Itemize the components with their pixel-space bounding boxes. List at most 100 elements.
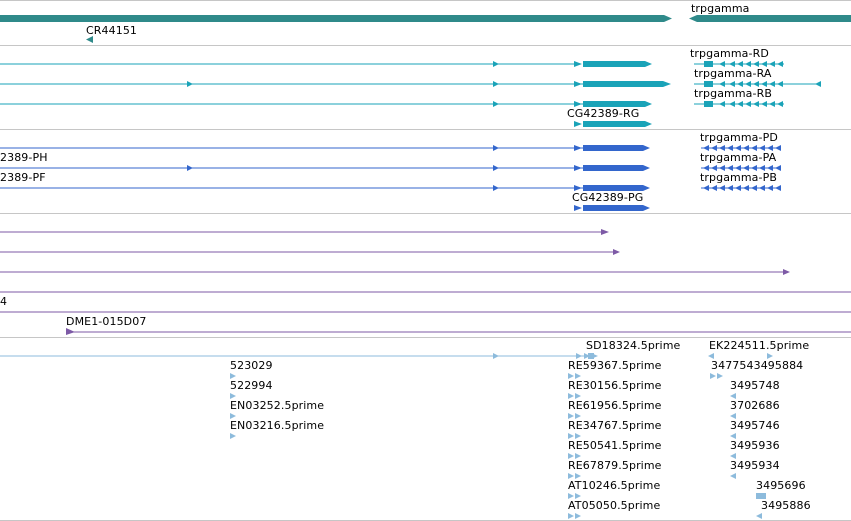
track-separator bbox=[0, 213, 851, 214]
protein-pg-exon[interactable] bbox=[574, 205, 582, 211]
transcript-label-rb[interactable]: trpgamma-RB bbox=[694, 87, 772, 100]
est-arrow bbox=[730, 413, 736, 419]
transcript-exon-cds[interactable] bbox=[583, 61, 645, 67]
transcript-rd-exons[interactable] bbox=[704, 61, 783, 67]
exon-small bbox=[574, 81, 582, 87]
intron-arrow bbox=[493, 165, 499, 171]
protein-pa-exons[interactable] bbox=[703, 165, 781, 171]
est-arrow bbox=[568, 393, 574, 399]
gene-label-trpgamma[interactable]: trpgamma bbox=[691, 2, 750, 15]
protein-exon-cds[interactable] bbox=[583, 145, 643, 151]
exon-arrow bbox=[643, 205, 650, 211]
est-label-3495696[interactable]: 3495696 bbox=[756, 479, 806, 492]
est-arrow bbox=[230, 413, 236, 419]
est-label-re30156[interactable]: RE30156.5prime bbox=[568, 379, 662, 392]
purple-track bbox=[0, 229, 851, 335]
est-label-re50541[interactable]: RE50541.5prime bbox=[568, 439, 662, 452]
est-label-re34767[interactable]: RE34767.5prime bbox=[568, 419, 662, 432]
est-arrow bbox=[575, 453, 581, 459]
exon-small bbox=[574, 101, 582, 107]
est-arrow bbox=[730, 453, 736, 459]
transcript-exon-cds[interactable] bbox=[583, 81, 663, 87]
gene-feature-left[interactable] bbox=[0, 15, 664, 22]
gene-track bbox=[0, 15, 851, 43]
est-arrow bbox=[575, 513, 581, 519]
est-label-3495934[interactable]: 3495934 bbox=[730, 459, 780, 472]
est-label-522994[interactable]: 522994 bbox=[230, 379, 273, 392]
exon-arrow bbox=[645, 121, 652, 127]
est-arrow bbox=[568, 413, 574, 419]
est-label-3495746[interactable]: 3495746 bbox=[730, 419, 780, 432]
protein-label-pf[interactable]: 2389-PF bbox=[0, 171, 46, 184]
est-label-3495886[interactable]: 3495886 bbox=[761, 499, 811, 512]
transcript-label-rd[interactable]: trpgamma-RD bbox=[690, 47, 769, 60]
est-label-523029[interactable]: 523029 bbox=[230, 359, 273, 372]
exon-small bbox=[574, 185, 582, 191]
transcript-ra-exons[interactable] bbox=[704, 81, 821, 87]
est-label-3477543495884[interactable]: 3477543495884 bbox=[711, 359, 804, 372]
est-label-en03216[interactable]: EN03216.5prime bbox=[230, 419, 325, 432]
est-arrow bbox=[756, 513, 762, 519]
exon-arrow bbox=[663, 81, 671, 87]
protein-pd-exons[interactable] bbox=[703, 145, 781, 151]
est-label-en03252[interactable]: EN03252.5prime bbox=[230, 399, 325, 412]
est-label-ek224511[interactable]: EK224511.5prime bbox=[709, 339, 810, 352]
est-arrow bbox=[575, 413, 581, 419]
exon-small bbox=[574, 61, 582, 67]
protein-label-ph[interactable]: 2389-PH bbox=[0, 151, 48, 164]
gene-feature-trpgamma[interactable] bbox=[697, 15, 851, 22]
est-label-3495748[interactable]: 3495748 bbox=[730, 379, 780, 392]
est-block bbox=[756, 493, 766, 499]
transcript-rg-cds[interactable] bbox=[583, 121, 645, 127]
est-arrow bbox=[568, 373, 574, 379]
est-label-sd18324[interactable]: SD18324.5prime bbox=[586, 339, 681, 352]
protein-exon-cds[interactable] bbox=[583, 165, 643, 171]
est-label-at05050[interactable]: AT05050.5prime bbox=[568, 499, 661, 512]
intron-arrow bbox=[493, 145, 499, 151]
exon-arrow bbox=[645, 61, 652, 67]
est-label-re67879[interactable]: RE67879.5prime bbox=[568, 459, 662, 472]
protein-pg-cds[interactable] bbox=[583, 205, 643, 211]
est-label-at10246[interactable]: AT10246.5prime bbox=[568, 479, 661, 492]
intron-arrow bbox=[493, 185, 499, 191]
est-label-3702686[interactable]: 3702686 bbox=[730, 399, 780, 412]
est-arrow bbox=[568, 513, 574, 519]
gene-label-cr44151[interactable]: CR44151 bbox=[86, 24, 138, 37]
transcript-rb-exons[interactable] bbox=[704, 101, 783, 107]
exon-arrow bbox=[643, 145, 650, 151]
transcript-label-rg[interactable]: CG42389-RG bbox=[567, 107, 640, 120]
exon-small bbox=[574, 165, 582, 171]
transcript-rg-exon[interactable] bbox=[574, 121, 582, 127]
gene-feature-cr44151[interactable] bbox=[86, 36, 93, 43]
transcript-label-ra[interactable]: trpgamma-RA bbox=[694, 67, 772, 80]
protein-label-pb[interactable]: trpgamma-PB bbox=[700, 171, 777, 184]
est-arrow bbox=[575, 373, 581, 379]
purple-arrow bbox=[783, 269, 790, 275]
protein-label-pa[interactable]: trpgamma-PA bbox=[700, 151, 777, 164]
est-label-3495936[interactable]: 3495936 bbox=[730, 439, 780, 452]
est-label-re61956[interactable]: RE61956.5prime bbox=[568, 399, 662, 412]
est-arrow bbox=[730, 433, 736, 439]
protein-exon-cds[interactable] bbox=[583, 185, 643, 191]
est-arrow bbox=[584, 353, 590, 359]
est-arrow bbox=[568, 433, 574, 439]
est-arrow bbox=[568, 453, 574, 459]
est-arrow bbox=[568, 493, 574, 499]
intron-arrow bbox=[493, 81, 499, 87]
intron-arrow bbox=[493, 101, 499, 107]
clone-label-dme1[interactable]: DME1-015D07 bbox=[66, 315, 147, 328]
est-label-re59367[interactable]: RE59367.5prime bbox=[568, 359, 662, 372]
transcript-exon-cds[interactable] bbox=[583, 101, 645, 107]
track-separator bbox=[0, 337, 851, 338]
intron-arrow bbox=[187, 165, 193, 171]
est-arrow bbox=[730, 473, 736, 479]
protein-label-pg[interactable]: CG42389-PG bbox=[572, 191, 644, 204]
protein-label-pd[interactable]: trpgamma-PD bbox=[700, 131, 778, 144]
est-arrow bbox=[230, 433, 236, 439]
protein-pb-exons[interactable] bbox=[703, 185, 781, 191]
track-separator bbox=[0, 129, 851, 130]
est-arrow bbox=[575, 493, 581, 499]
feature-label-4[interactable]: 4 bbox=[0, 295, 8, 308]
